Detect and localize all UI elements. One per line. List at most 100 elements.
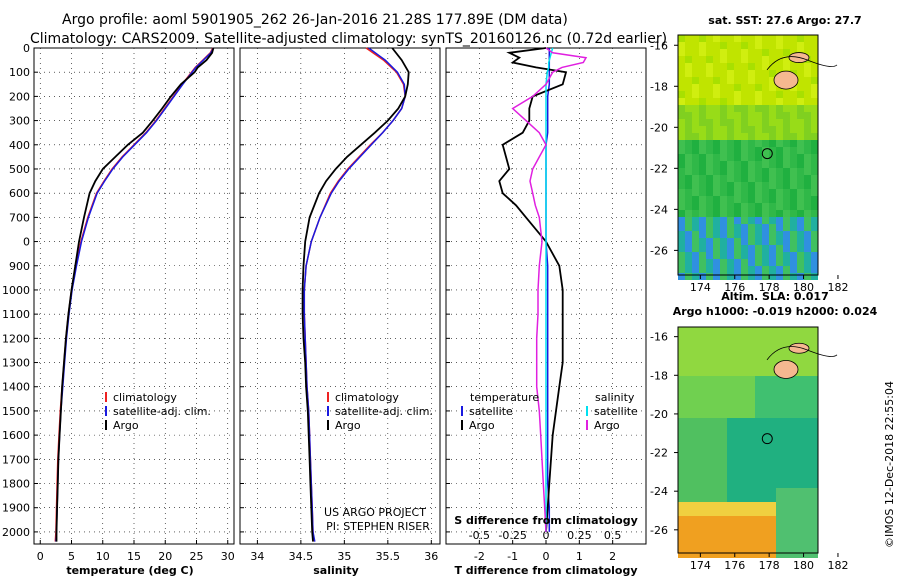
x-tick-label: 34.5 bbox=[289, 550, 314, 563]
map-cell bbox=[769, 348, 776, 355]
map-cell bbox=[776, 495, 783, 502]
map-cell bbox=[748, 56, 755, 63]
map-cell bbox=[797, 383, 804, 390]
map-cell bbox=[727, 91, 734, 98]
map-cell bbox=[678, 112, 685, 119]
lat-tick-label: -26 bbox=[650, 244, 668, 257]
map-cell bbox=[783, 537, 790, 544]
map-cell bbox=[748, 481, 755, 488]
map-cell bbox=[741, 460, 748, 467]
map-cell bbox=[748, 355, 755, 362]
map-cell bbox=[720, 266, 727, 273]
map-cell bbox=[685, 355, 692, 362]
map-cell bbox=[713, 502, 720, 509]
map-cell bbox=[762, 474, 769, 481]
map-cell bbox=[769, 390, 776, 397]
map-cell bbox=[678, 453, 685, 460]
map-cell bbox=[720, 140, 727, 147]
map-cell bbox=[755, 189, 762, 196]
map-cell bbox=[713, 383, 720, 390]
map-cell bbox=[748, 98, 755, 105]
map-cell bbox=[811, 495, 818, 502]
series-line-satellite-adj-clim- bbox=[55, 47, 215, 542]
map-cell bbox=[804, 369, 811, 376]
map-cell bbox=[762, 439, 769, 446]
map-cell bbox=[804, 404, 811, 411]
map-cell bbox=[713, 488, 720, 495]
map-cell bbox=[678, 175, 685, 182]
map-cell bbox=[741, 530, 748, 537]
map-cell bbox=[811, 439, 818, 446]
map-cell bbox=[755, 411, 762, 418]
map-cell bbox=[804, 355, 811, 362]
map-cell bbox=[748, 63, 755, 70]
map-cell bbox=[678, 203, 685, 210]
map-cell bbox=[776, 273, 783, 280]
map-cell bbox=[811, 537, 818, 544]
map-cell bbox=[776, 217, 783, 224]
map-cell bbox=[783, 467, 790, 474]
lon-tick-label: 180 bbox=[793, 281, 814, 294]
map-cell bbox=[699, 495, 706, 502]
map-cell bbox=[748, 334, 755, 341]
map-cell bbox=[734, 509, 741, 516]
map-cell bbox=[804, 203, 811, 210]
map-cell bbox=[783, 439, 790, 446]
map-cell bbox=[734, 439, 741, 446]
map-cell bbox=[762, 446, 769, 453]
map-cell bbox=[748, 91, 755, 98]
map-cell bbox=[706, 369, 713, 376]
map-cell bbox=[685, 182, 692, 189]
map-cell bbox=[797, 252, 804, 259]
map-cell bbox=[797, 175, 804, 182]
lat-tick-label: -16 bbox=[650, 331, 668, 344]
depth-tick-label: 1800 bbox=[2, 478, 30, 491]
map-cell bbox=[678, 516, 685, 523]
map-cell bbox=[804, 238, 811, 245]
map-cell bbox=[713, 467, 720, 474]
map-cell bbox=[727, 327, 734, 334]
map-cell bbox=[706, 112, 713, 119]
map-cell bbox=[755, 348, 762, 355]
map-cell bbox=[734, 551, 741, 558]
map-cell bbox=[811, 112, 818, 119]
map-cell bbox=[748, 224, 755, 231]
map-cell bbox=[685, 453, 692, 460]
map-cell bbox=[678, 551, 685, 558]
island-shape bbox=[773, 360, 799, 379]
map-cell bbox=[797, 119, 804, 126]
map-cell bbox=[790, 224, 797, 231]
map-cell bbox=[797, 63, 804, 70]
legend-label-satellite: satellite-adj. clim. bbox=[113, 405, 211, 418]
map-cell bbox=[685, 341, 692, 348]
map-cell bbox=[706, 488, 713, 495]
map-cell bbox=[713, 63, 720, 70]
map-cell bbox=[811, 224, 818, 231]
map-cell bbox=[685, 439, 692, 446]
map-cell bbox=[741, 509, 748, 516]
map-cell bbox=[790, 105, 797, 112]
map-cell bbox=[769, 154, 776, 161]
map-cell bbox=[706, 210, 713, 217]
map-cell bbox=[692, 154, 699, 161]
map-cell bbox=[727, 418, 734, 425]
map-cell bbox=[713, 446, 720, 453]
map-cell bbox=[748, 537, 755, 544]
map-cell bbox=[678, 530, 685, 537]
salinity-legend: climatology satellite-adj. clim. Argo bbox=[327, 391, 433, 432]
map-cell bbox=[755, 63, 762, 70]
map-cell bbox=[783, 453, 790, 460]
map-cell bbox=[713, 133, 720, 140]
map-cell bbox=[797, 154, 804, 161]
map-cell bbox=[741, 411, 748, 418]
map-cell bbox=[727, 397, 734, 404]
map-cell bbox=[713, 411, 720, 418]
map-cell bbox=[734, 133, 741, 140]
map-cell bbox=[706, 238, 713, 245]
map-cell bbox=[678, 259, 685, 266]
map-cell bbox=[776, 446, 783, 453]
map-cell bbox=[692, 210, 699, 217]
map-cell bbox=[811, 203, 818, 210]
legend-label-t-argo: Argo bbox=[469, 419, 495, 432]
map-cell bbox=[748, 404, 755, 411]
